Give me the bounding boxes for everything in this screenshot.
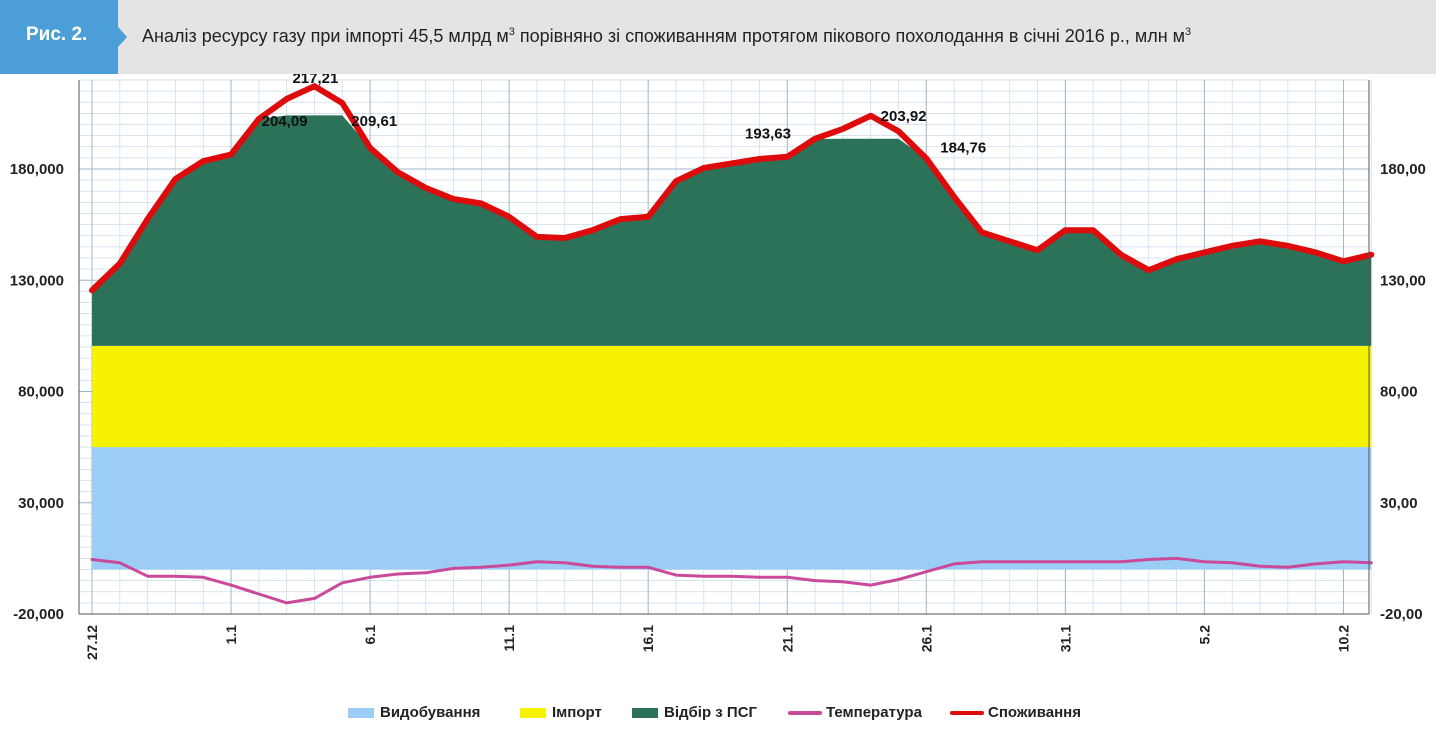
- x-tick-label: 5.2: [1196, 625, 1212, 645]
- legend-label-consumption: Споживання: [988, 704, 1081, 721]
- legend-label-storage: Відбір з ПСГ: [664, 704, 758, 721]
- y-left-tick-label: 130,000: [10, 272, 64, 289]
- x-tick-label: 6.1: [362, 625, 378, 645]
- chart-area: -20,000 30,000 80,000 130,000 180,000 -20,00…: [10, 74, 1426, 660]
- y-right-tick-label: 130,00: [1380, 272, 1426, 289]
- x-tick-label: 21.1: [779, 625, 795, 652]
- figure-header: Рис. 2. Аналіз ресурсу газу при імпорті …: [0, 0, 1436, 74]
- plot-frame: [78, 80, 1370, 615]
- area-series-storage: [92, 115, 1372, 346]
- area-series-import: [92, 345, 1372, 448]
- legend: Видобування Імпорт Відбір з ПСГ Температ…: [0, 704, 1436, 726]
- y-right-tick-label: -20,00: [1380, 606, 1423, 623]
- data-label: 184,76: [940, 139, 986, 156]
- legend-item-temperature: Температура: [788, 704, 922, 721]
- x-tick-label: 11.1: [501, 625, 517, 652]
- figure-number: Рис. 2.: [26, 24, 88, 45]
- data-label: 203,92: [881, 108, 927, 125]
- figure-label-tab: Рис. 2.: [0, 0, 127, 74]
- data-annotations: 204,09 217,21 209,61 193,63 203,92 184,76: [262, 74, 987, 156]
- legend-line-consumption: [950, 710, 984, 715]
- x-tick-label: 27.12: [84, 625, 100, 660]
- x-tick-label: 31.1: [1057, 625, 1073, 652]
- title-unit-superscript-2: 3: [1185, 26, 1192, 38]
- y-left-tick-label: -20,000: [13, 606, 64, 623]
- x-axis: 27.12 1.1 6.1 11.1 16.1 21.1 26.1 31.1 5.2 10.2: [84, 625, 1351, 660]
- title-main: Аналіз ресурсу газу при імпорті 45,5 млр…: [142, 26, 509, 46]
- y-left-tick-label: 80,000: [18, 384, 64, 401]
- legend-item-consumption: Споживання: [950, 704, 1081, 721]
- x-tick-label: 10.2: [1335, 625, 1351, 652]
- legend-item-import: Імпорт: [520, 704, 602, 721]
- area-series-production: [92, 447, 1372, 570]
- x-tick-label: 26.1: [918, 625, 934, 652]
- title-rest: порівняно зі споживанням протягом піково…: [514, 26, 1186, 46]
- y-left-tick-label: 30,000: [18, 495, 64, 512]
- x-tick-label: 16.1: [640, 625, 656, 652]
- x-tick-label: 1.1: [223, 625, 239, 645]
- legend-label-import: Імпорт: [552, 704, 602, 721]
- stacked-areas: [92, 115, 1372, 570]
- title-unit-superscript-1: 3: [508, 26, 515, 38]
- consumption-line: [89, 83, 1375, 294]
- temperature-line: [90, 556, 1373, 605]
- y-right-tick-label: 30,00: [1380, 495, 1418, 512]
- legend-item-storage: Відбір з ПСГ: [632, 704, 757, 721]
- legend-item-production: Видобування: [348, 704, 480, 721]
- data-label: 209,61: [351, 113, 397, 130]
- left-y-axis: -20,000 30,000 80,000 130,000 180,000: [10, 161, 64, 623]
- series-lines: [89, 83, 1375, 605]
- legend-label-temperature: Температура: [826, 704, 922, 721]
- y-right-tick-label: 180,00: [1380, 161, 1426, 178]
- y-right-tick-label: 80,00: [1380, 384, 1418, 401]
- data-label: 217,21: [292, 74, 338, 87]
- legend-swatch-production: [348, 707, 374, 718]
- data-label: 193,63: [745, 126, 791, 143]
- right-y-axis: -20,00 30,00 80,00 130,00 180,00: [1380, 161, 1426, 623]
- chart-title: Аналіз ресурсу газу при імпорті 45,5 млр…: [142, 26, 1191, 47]
- legend-line-temperature: [788, 710, 822, 715]
- legend-swatch-import: [520, 707, 546, 718]
- legend-swatch-storage: [632, 707, 658, 718]
- data-label: 204,09: [262, 113, 308, 130]
- y-left-tick-label: 180,000: [10, 161, 64, 178]
- legend-label-production: Видобування: [380, 704, 481, 721]
